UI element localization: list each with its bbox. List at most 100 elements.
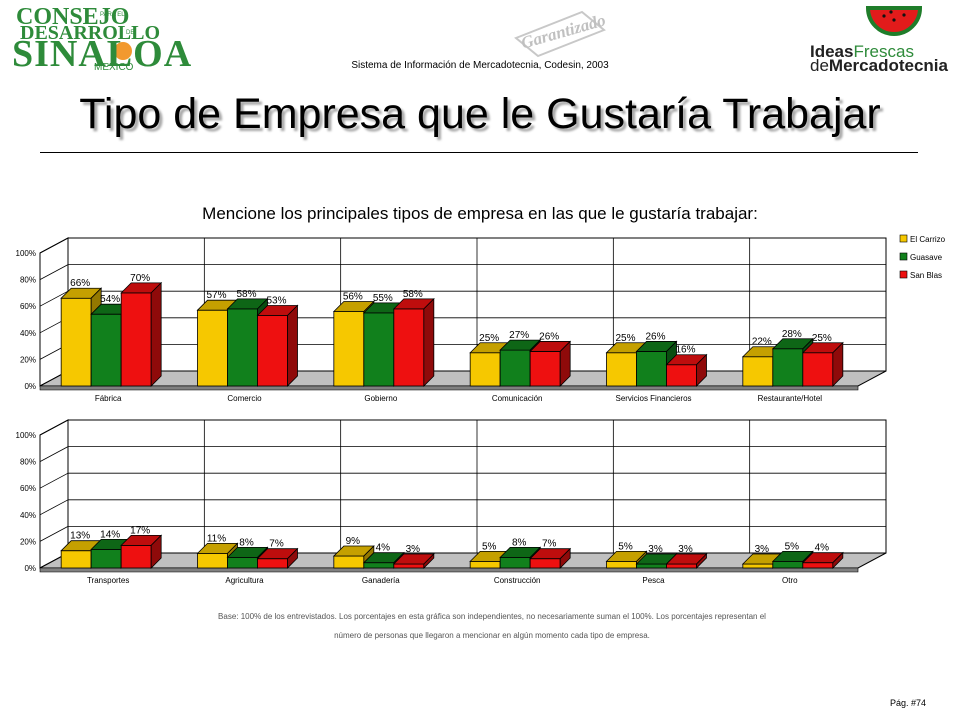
x-tick-label: Comunicación: [492, 394, 543, 403]
legend-label: El Carrizo: [910, 235, 946, 244]
stamp-frame-icon: [514, 10, 606, 58]
bar: [256, 304, 299, 387]
bar-front: [197, 309, 228, 387]
bar-front: [60, 297, 92, 387]
system-line: Sistema de Información de Mercadotecnia,…: [351, 60, 609, 71]
data-label: 3%: [648, 544, 663, 555]
bar: [120, 281, 163, 387]
data-label: 5%: [785, 541, 800, 552]
footnote-line2: número de personas que llegaron a mencio…: [334, 631, 650, 640]
page-title: Tipo de Empresa que le Gustaría Trabajar: [79, 90, 881, 138]
legend-label: San Blas: [910, 271, 942, 280]
data-label: 57%: [206, 290, 226, 301]
legend-swatch: [899, 234, 908, 243]
bar-side: [696, 353, 707, 387]
x-tick-label: Comercio: [227, 394, 262, 403]
data-label: 5%: [482, 541, 497, 552]
logo-right-word3: de: [810, 56, 829, 75]
gridline-side: [39, 419, 69, 436]
logo-left-tag-de: DE: [126, 30, 135, 36]
bar-front: [120, 292, 152, 387]
data-label: 28%: [782, 329, 802, 340]
consejo-desarrollo-sinaloa-logo: CONSEJO PARA EL DESARROLLO DE SINALOA ME…: [8, 4, 191, 76]
bar-side: [832, 551, 844, 569]
bar-front: [469, 352, 501, 387]
data-label: 17%: [130, 525, 150, 536]
footnote-line1: Base: 100% de los entrevistados. Los por…: [218, 612, 766, 621]
logo-left-line1: CONSEJO: [16, 4, 130, 30]
y-tick-label: 80%: [20, 458, 36, 467]
bar: [801, 341, 844, 387]
data-label: 3%: [678, 544, 693, 555]
data-label: 11%: [207, 533, 226, 544]
x-tick-label: Gobierno: [364, 394, 397, 403]
bar-front: [333, 311, 365, 387]
data-label: 8%: [512, 537, 527, 548]
data-label: 58%: [403, 289, 423, 300]
data-label: 16%: [675, 345, 695, 356]
data-label: 56%: [343, 292, 363, 303]
bar-front: [636, 563, 667, 569]
y-tick-label: 0%: [24, 564, 36, 573]
legend-label: Guasave: [910, 253, 943, 262]
bar: [256, 547, 299, 569]
x-tick-label: Servicios Financieros: [615, 394, 691, 403]
data-label: 14%: [100, 529, 120, 540]
bar-front: [499, 349, 531, 387]
gridline-side: [39, 264, 69, 280]
bar-front: [499, 556, 531, 569]
bar-front: [606, 352, 637, 387]
logo-right-word2: Frescas: [853, 42, 914, 61]
x-tick-label: Restaurante/Hotel: [758, 394, 823, 403]
data-label: 55%: [373, 293, 393, 304]
y-tick-label: 20%: [20, 537, 36, 546]
bar-front: [227, 556, 258, 569]
x-tick-label: Pesca: [642, 576, 665, 585]
bar-side: [559, 547, 571, 569]
data-label: 7%: [542, 539, 557, 550]
bar: [392, 553, 435, 569]
bar: [771, 550, 814, 569]
logo-left-line2: DESARROLLO: [20, 22, 161, 44]
page-number: Pág. #74: [890, 698, 927, 708]
logo-left-line3: SINALOA: [12, 33, 193, 75]
bar: [120, 534, 163, 569]
bar-front: [120, 544, 152, 569]
legend-swatch: [899, 252, 908, 261]
gridline-side: [39, 499, 69, 516]
bar-side: [150, 534, 162, 569]
data-label: 25%: [615, 333, 635, 344]
y-tick-label: 40%: [20, 329, 36, 338]
bar-front: [90, 313, 122, 387]
bar: [665, 353, 708, 387]
bar-side: [423, 297, 435, 387]
data-label: 4%: [376, 543, 391, 554]
y-tick-label: 100%: [16, 249, 36, 258]
bar-front: [666, 563, 697, 569]
title-divider: [40, 152, 918, 153]
y-tick-label: 80%: [20, 276, 36, 285]
gridline-side: [39, 472, 69, 489]
bar-front: [742, 356, 774, 387]
bar-front: [393, 563, 425, 569]
data-label: 66%: [70, 278, 90, 289]
x-tick-label: Ganadería: [362, 576, 400, 585]
data-label: 26%: [645, 331, 665, 342]
bar-front: [636, 351, 667, 387]
bar-front: [393, 308, 425, 387]
gridline-side: [39, 237, 69, 254]
bar-front: [529, 351, 561, 387]
y-tick-label: 100%: [16, 431, 36, 440]
bar-side: [696, 553, 707, 569]
data-label: 53%: [266, 296, 286, 307]
bar-side: [287, 304, 298, 387]
chart-floor-edge: [39, 385, 859, 391]
data-label: 25%: [479, 333, 499, 344]
bar-front: [772, 560, 804, 569]
bar-side: [559, 340, 571, 387]
data-label: 7%: [269, 539, 284, 550]
gridline-side: [39, 290, 69, 307]
bar-front: [363, 312, 395, 387]
x-tick-label: Agricultura: [225, 576, 264, 585]
bar-front: [666, 364, 697, 387]
